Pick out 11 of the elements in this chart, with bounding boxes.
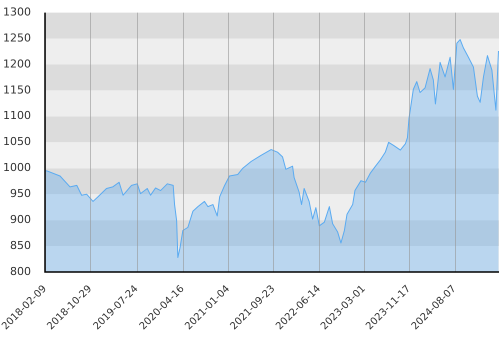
y-tick-label: 800 (10, 264, 31, 278)
y-tick-label: 1100 (3, 109, 31, 122)
y-tick-label: 1050 (3, 135, 31, 148)
y-tick-label: 1150 (3, 83, 31, 96)
y-tick-label: 1300 (3, 5, 31, 18)
y-tick-label: 1200 (3, 57, 31, 70)
y-tick-label: 1250 (3, 31, 31, 44)
y-tick-label: 900 (10, 212, 31, 226)
y-tick-label: 1000 (3, 161, 31, 174)
y-tick-label: 950 (10, 187, 31, 200)
y-tick-label: 850 (10, 238, 31, 252)
